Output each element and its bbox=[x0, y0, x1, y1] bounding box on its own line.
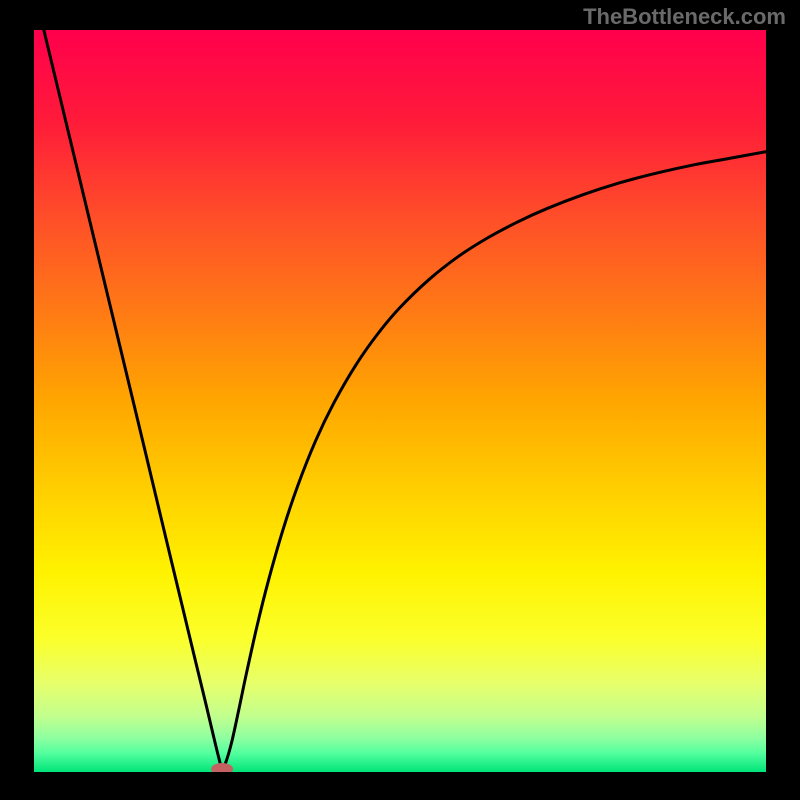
watermark-text: TheBottleneck.com bbox=[583, 4, 786, 30]
chart-container: TheBottleneck.com bbox=[0, 0, 800, 800]
plot-background bbox=[34, 30, 766, 772]
bottleneck-chart bbox=[0, 0, 800, 800]
